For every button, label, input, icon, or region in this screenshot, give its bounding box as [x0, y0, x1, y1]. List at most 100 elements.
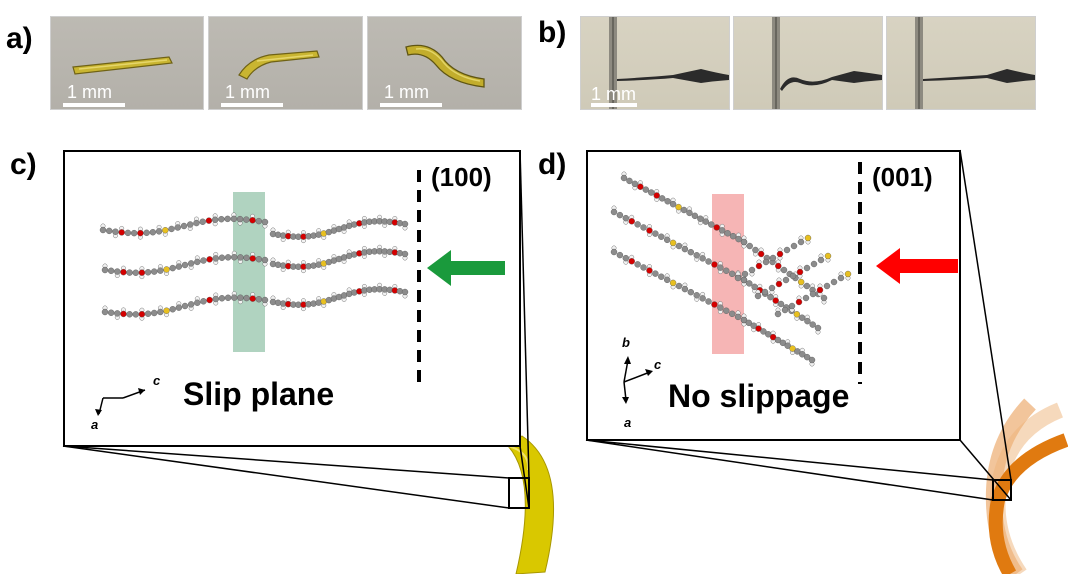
atom [686, 209, 693, 217]
atom [697, 215, 704, 222]
atom [249, 255, 256, 262]
atom [790, 242, 798, 250]
scale-bar [221, 103, 283, 107]
bent-crystal [238, 50, 320, 80]
panel-b-photo-3 [886, 16, 1036, 110]
atom [797, 278, 805, 286]
atom [261, 256, 269, 264]
atom [796, 268, 804, 276]
atom [782, 276, 790, 284]
atom [804, 234, 812, 242]
atom [728, 310, 736, 318]
atom [711, 261, 718, 268]
needle-crystal-bent [772, 17, 882, 109]
atom [652, 230, 659, 237]
atom [761, 288, 769, 296]
atom [648, 189, 655, 196]
atom [675, 242, 683, 250]
atom [628, 258, 635, 265]
atom [249, 217, 256, 224]
atom [711, 301, 718, 308]
atom [200, 298, 207, 305]
atom [107, 267, 115, 275]
atom [705, 258, 712, 265]
atom [809, 290, 817, 298]
atom [669, 200, 677, 208]
atom [181, 302, 189, 310]
slip-plane-caption: Slip plane [183, 376, 335, 412]
panel-b-photo-2 [733, 16, 883, 110]
atom [774, 310, 782, 318]
atom [751, 283, 758, 291]
doubly-bent-crystal [405, 44, 485, 88]
axis-a-label: a [624, 415, 632, 430]
atom [699, 255, 706, 262]
atom [817, 256, 825, 264]
atom [718, 227, 726, 234]
atom [187, 260, 195, 267]
atom [814, 324, 822, 332]
atom [205, 217, 213, 224]
panel-b-photo-1: 1 mm [580, 16, 730, 110]
atom [675, 203, 682, 211]
atom [175, 263, 183, 270]
scale-bar [63, 103, 125, 107]
atom [754, 292, 762, 300]
atom [212, 295, 219, 303]
atom [735, 235, 742, 243]
atom [830, 278, 838, 286]
atom [101, 266, 109, 274]
atom [144, 310, 152, 317]
atom [255, 217, 262, 225]
atom [175, 304, 183, 311]
atom [780, 266, 788, 274]
atom [740, 238, 748, 246]
panel-a-photo-3: 1 mm [367, 16, 522, 110]
atom [616, 251, 624, 259]
axis-b-label: b [622, 335, 630, 350]
atom [646, 227, 653, 234]
panel-d-zoom-box: (001) No slippage b c a [586, 150, 961, 441]
atom [249, 295, 256, 302]
atom [151, 268, 158, 275]
atom [713, 224, 720, 231]
atom [798, 314, 806, 321]
atom [155, 228, 163, 235]
atom [788, 302, 796, 310]
atom [401, 250, 409, 258]
panel-c-letter: c) [10, 148, 37, 181]
molecular-packing-c [99, 192, 409, 352]
atom [748, 266, 756, 274]
atom [775, 262, 782, 270]
atom [187, 221, 194, 228]
scale-bar-label: 1 mm [591, 84, 636, 104]
atom [187, 301, 195, 308]
atom [652, 270, 659, 277]
no-slippage-caption: No slippage [668, 378, 850, 414]
atom [230, 215, 238, 223]
atom [789, 345, 796, 352]
atom [740, 276, 748, 284]
atom [760, 328, 767, 335]
atom [628, 218, 635, 225]
atom [823, 282, 831, 290]
atom [658, 233, 665, 240]
atom [99, 226, 107, 234]
atom [755, 325, 762, 332]
atom [169, 264, 176, 272]
atom [401, 220, 409, 228]
atom [746, 280, 753, 287]
atom [740, 316, 748, 324]
atom [775, 280, 783, 288]
atom [810, 260, 818, 268]
red-arrow-icon [876, 248, 958, 284]
panel-b-letter: b) [538, 16, 567, 49]
atom [631, 180, 639, 188]
atom [734, 274, 742, 282]
atom [218, 215, 225, 223]
atom [797, 238, 805, 246]
atom [844, 270, 852, 278]
atom [130, 229, 138, 237]
atom [705, 298, 712, 305]
